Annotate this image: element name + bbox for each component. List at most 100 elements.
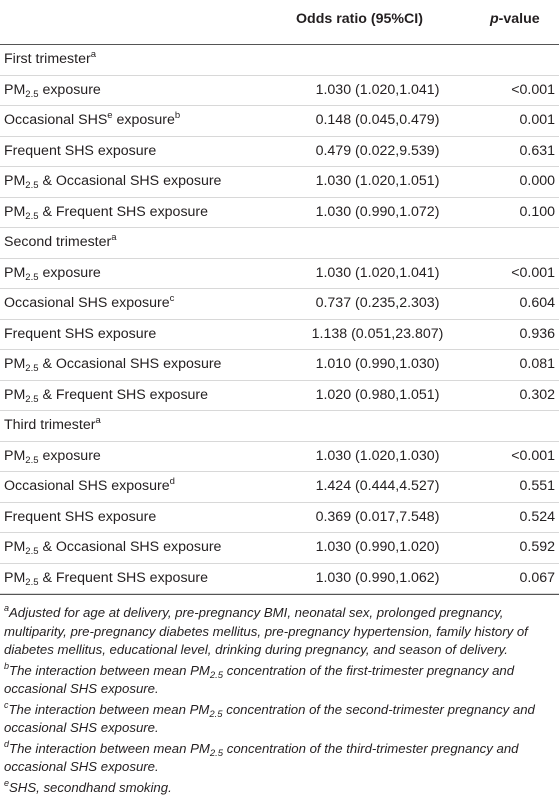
label-text: Frequent SHS exposure [4,143,156,159]
footnote-marker: a [111,232,116,243]
table-header: Odds ratio (95%CI) p-value [0,0,559,44]
p-value-cell: 0.936 [519,326,555,342]
p-value-cell: 0.001 [519,112,555,128]
p-value-cell: 0.100 [519,204,555,220]
subscript: 2.5 [25,455,38,466]
table-row: PM2.5 exposure 1.030 (1.020,1.041) <0.001 [0,76,559,107]
label-text: PM [4,448,25,464]
section-title: First trimestera [4,51,96,67]
footnote-text: The interaction between mean PM [9,702,210,717]
footnote-text: The interaction between mean PM [9,663,210,678]
p-value-cell: <0.001 [511,82,555,98]
footnote: cThe interaction between mean PM2.5 conc… [4,701,555,738]
footnote-marker: c [170,293,175,304]
row-label: PM2.5 & Occasional SHS exposure [4,539,221,555]
subscript: 2.5 [210,670,223,681]
subscript: 2.5 [25,363,38,374]
label-text: & Occasional SHS exposure [39,173,222,189]
row-label: Occasional SHSe exposureb [4,112,180,128]
p-value-cell: 0.551 [519,478,555,494]
label-text: exposure [39,82,101,98]
table-row: PM2.5 & Occasional SHS exposure 1.030 (0.… [0,533,559,564]
section-title-text: Second trimester [4,234,111,250]
subscript: 2.5 [25,211,38,222]
p-value-cell: 0.631 [519,143,555,159]
label-text: exposure [113,112,175,128]
row-label: Frequent SHS exposure [4,509,156,525]
subscript: 2.5 [25,272,38,283]
row-label: Occasional SHS exposured [4,478,175,494]
footnote-marker: a [91,49,96,60]
table-row: Occasional SHS exposured 1.424 (0.444,4.5… [0,472,559,503]
footnote-text: SHS, secondhand smoking. [9,780,172,795]
odds-ratio-cell: 1.030 (0.990,1.020) [290,539,465,555]
table-footnotes: aAdjusted for age at delivery, pre-pregn… [0,594,559,797]
footnote: aAdjusted for age at delivery, pre-pregn… [4,604,555,660]
table-row: PM2.5 & Frequent SHS exposure 1.030 (0.99… [0,198,559,229]
odds-ratio-cell: 1.020 (0.980,1.051) [290,387,465,403]
section-title: Second trimestera [4,234,117,250]
footnote: bThe interaction between mean PM2.5 conc… [4,662,555,699]
row-label: PM2.5 exposure [4,82,101,98]
section-title-text: Third trimester [4,417,95,433]
footnote: dThe interaction between mean PM2.5 conc… [4,740,555,777]
row-label: PM2.5 exposure [4,265,101,281]
label-text: PM [4,173,25,189]
label-text: PM [4,570,25,586]
p-value-cell: 0.604 [519,295,555,311]
label-text: PM [4,82,25,98]
table-row: PM2.5 & Frequent SHS exposure 1.020 (0.98… [0,381,559,412]
label-text: PM [4,204,25,220]
label-text: & Occasional SHS exposure [39,539,222,555]
footnote-marker: a [95,415,100,426]
subscript: 2.5 [210,748,223,759]
section-row: First trimestera [0,45,559,76]
p-value-cell: <0.001 [511,265,555,281]
odds-ratio-cell: 1.030 (0.990,1.072) [290,204,465,220]
footnote-marker: b [175,110,180,121]
p-value-cell: 0.302 [519,387,555,403]
odds-ratio-cell: 1.030 (1.020,1.041) [290,82,465,98]
odds-ratio-cell: 1.030 (1.020,1.030) [290,448,465,464]
p-value-cell: 0.067 [519,570,555,586]
p-value-cell: 0.592 [519,539,555,555]
odds-ratio-cell: 1.030 (1.020,1.041) [290,265,465,281]
footnote-text: The interaction between mean PM [9,741,210,756]
label-text: Occasional SHS exposure [4,478,170,494]
p-value-cell: <0.001 [511,448,555,464]
header-p-value: p-value [490,11,540,27]
p-value-cell: 0.000 [519,173,555,189]
table-row: PM2.5 exposure 1.030 (1.020,1.030) <0.001 [0,442,559,473]
row-label: PM2.5 & Frequent SHS exposure [4,387,208,403]
section-row: Second trimestera [0,228,559,259]
footnote-marker: d [170,476,175,487]
label-text: Frequent SHS exposure [4,509,156,525]
label-text: PM [4,539,25,555]
row-label: PM2.5 exposure [4,448,101,464]
header-p-italic: p [490,11,499,27]
subscript: 2.5 [25,394,38,405]
section-title-text: First trimester [4,51,91,67]
subscript: 2.5 [25,89,38,100]
label-text: & Occasional SHS exposure [39,356,222,372]
row-label: Frequent SHS exposure [4,143,156,159]
odds-ratio-cell: 0.479 (0.022,9.539) [290,143,465,159]
odds-ratio-cell: 1.424 (0.444,4.527) [290,478,465,494]
table-row: Frequent SHS exposure 0.479 (0.022,9.539)… [0,137,559,168]
footnote-text: Adjusted for age at delivery, pre-pregna… [4,605,528,657]
label-text: PM [4,265,25,281]
label-text: Occasional SHS [4,112,107,128]
section-row: Third trimestera [0,411,559,442]
row-label: PM2.5 & Occasional SHS exposure [4,173,221,189]
label-text: & Frequent SHS exposure [39,387,209,403]
table-row: PM2.5 exposure 1.030 (1.020,1.041) <0.001 [0,259,559,290]
label-text: & Frequent SHS exposure [39,204,209,220]
label-text: Frequent SHS exposure [4,326,156,342]
